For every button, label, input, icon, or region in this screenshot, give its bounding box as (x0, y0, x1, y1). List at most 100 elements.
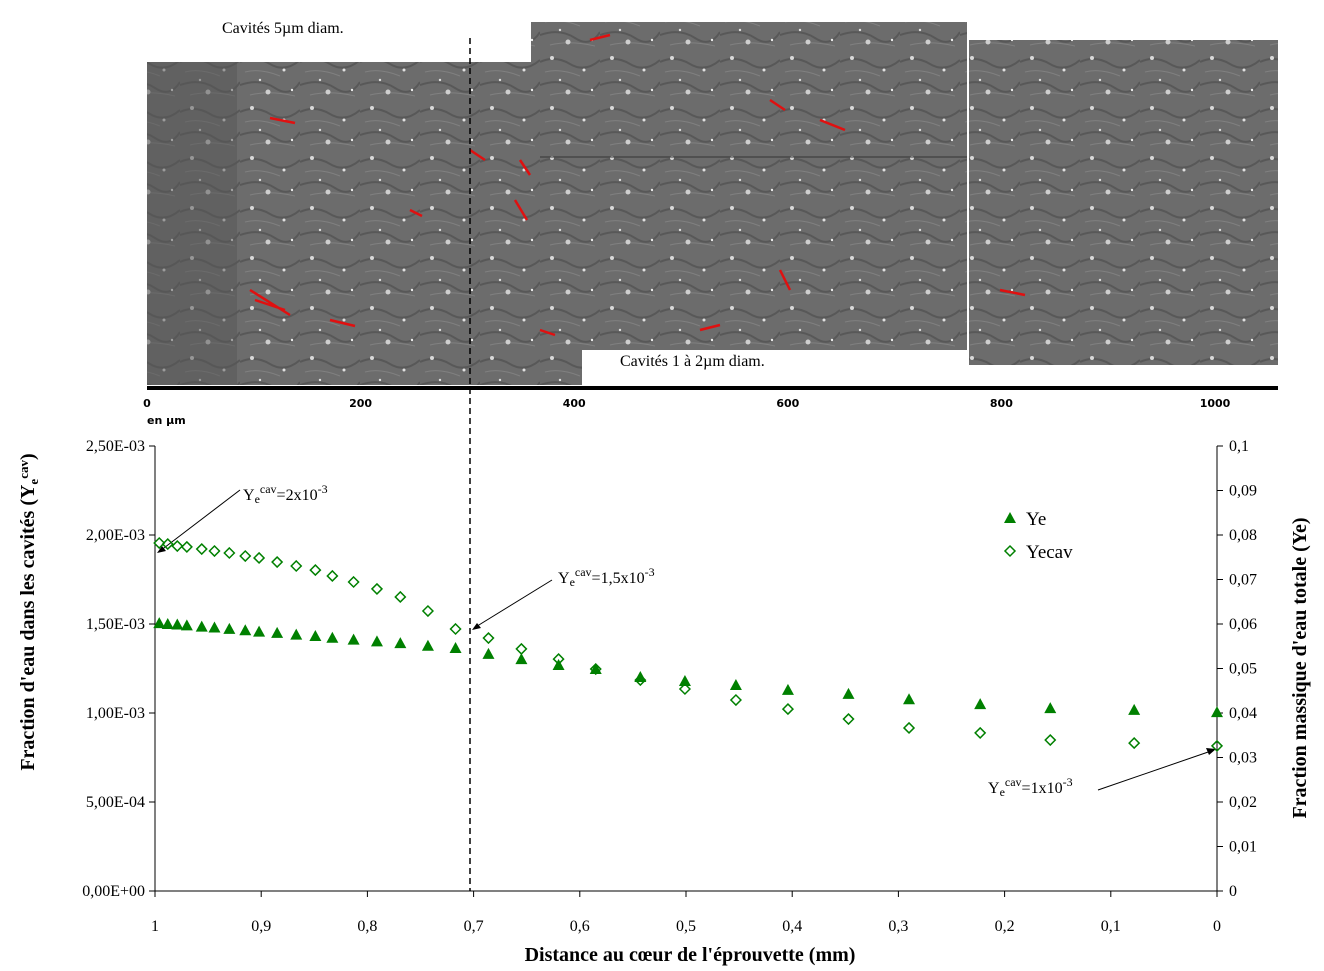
y2-tick-label: 0,07 (1229, 572, 1257, 589)
y2-tick-label: 0,09 (1229, 483, 1257, 500)
x-tick-label: 0,9 (251, 918, 271, 935)
annotation-part: Y (243, 487, 255, 504)
point (161, 618, 174, 629)
x-tick-label: 0,3 (888, 918, 908, 935)
arrowhead (1206, 748, 1216, 755)
annotation-part: -3 (318, 482, 328, 496)
annotation-part: e (1000, 785, 1005, 799)
y-tick-label: 2,00E-03 (86, 527, 145, 544)
x-tick-label: 0,8 (357, 918, 377, 935)
micrograph: Cavités 5µm diam. Cavités 1 à 2µm diam. … (147, 20, 1278, 427)
scale-label: 800 (990, 397, 1013, 410)
point (161, 538, 174, 551)
y-tick-label: 1,00E-03 (86, 705, 145, 722)
point (195, 620, 208, 632)
scale-unit: en µm (147, 414, 186, 427)
point (678, 682, 691, 696)
chart: Distance au cœur de l'éprouvette (mm) Fr… (16, 438, 1311, 966)
point (195, 543, 208, 556)
x-tick-label: 1 (151, 918, 159, 935)
annotation-arrow (473, 579, 553, 629)
point (1128, 703, 1141, 715)
point (239, 549, 252, 563)
y-axis-title-part: cav (16, 460, 31, 479)
annotation-part: =1x10 (1022, 780, 1063, 797)
region-label: Cavités 5µm diam. (222, 20, 344, 37)
legend-label: Yecav (1026, 542, 1073, 563)
point (253, 551, 266, 565)
point (208, 544, 221, 558)
point (634, 670, 647, 682)
point (171, 618, 184, 630)
point (394, 590, 407, 604)
point (421, 639, 434, 651)
point (153, 617, 166, 629)
point (1044, 702, 1057, 714)
legend-marker (1004, 512, 1016, 523)
point (271, 555, 284, 569)
annotation: Yecav=1x10-3 (988, 775, 1073, 799)
point (634, 674, 647, 687)
y-tick-label: 5,00E-04 (86, 794, 145, 811)
point (482, 647, 495, 659)
point (781, 703, 795, 716)
y-tick-label: 2,50E-03 (86, 438, 145, 455)
point (902, 721, 916, 735)
y-axis-title-part: e (26, 479, 41, 485)
scale-label: 600 (776, 397, 799, 410)
point (1128, 737, 1141, 750)
annotation-part: Y (558, 570, 570, 587)
point (781, 683, 794, 695)
point (729, 693, 742, 707)
x-axis-title: Distance au cœur de l'éprouvette (mm) (525, 944, 856, 966)
point (974, 698, 987, 710)
y2-tick-label: 0,01 (1229, 839, 1257, 856)
point (482, 632, 495, 645)
x-tick-label: 0,4 (782, 918, 802, 935)
x-tick-label: 0,7 (464, 918, 484, 935)
cavity-marks (249, 33, 1026, 337)
scale-label: 1000 (1200, 397, 1231, 410)
region-label: Cavités 1 à 2µm diam. (620, 353, 765, 370)
y2-tick-label: 0,02 (1229, 794, 1257, 811)
point (552, 653, 565, 666)
point (239, 624, 252, 636)
point (1210, 739, 1224, 752)
point (180, 619, 193, 631)
x-tick-label: 0,5 (676, 918, 696, 935)
x-tick-label: 0,6 (570, 918, 590, 935)
annotation-part: =2x10 (277, 487, 318, 504)
annotation-part: cav (260, 482, 277, 496)
point (678, 674, 691, 686)
point (842, 687, 855, 699)
point (421, 604, 434, 618)
point (223, 546, 236, 560)
y2-tick-label: 0,05 (1229, 661, 1257, 678)
y2-tick-label: 0,1 (1229, 438, 1249, 455)
annotation-arrow (159, 489, 241, 552)
annotation-part: e (570, 575, 575, 589)
point (370, 635, 383, 647)
y-axis-title-part: ) (17, 453, 39, 460)
annotation-arrow (1097, 749, 1215, 791)
sem-edge (147, 62, 237, 385)
annotation-part: =1,5x10 (592, 570, 645, 587)
point (309, 564, 322, 577)
point (290, 559, 303, 573)
point (515, 653, 528, 665)
point (253, 625, 266, 637)
point (153, 536, 166, 550)
point (1044, 733, 1057, 747)
point (347, 575, 360, 589)
sem-panel (470, 340, 582, 385)
point (589, 662, 602, 676)
annotation-part: -3 (645, 565, 655, 579)
point (903, 693, 916, 705)
point (729, 678, 742, 690)
point (394, 637, 407, 649)
y2-axis-title: Fraction massique d'eau totale (Ye) (1289, 517, 1311, 818)
legend-marker (1003, 544, 1017, 558)
annotation-part: cav (1005, 775, 1022, 789)
